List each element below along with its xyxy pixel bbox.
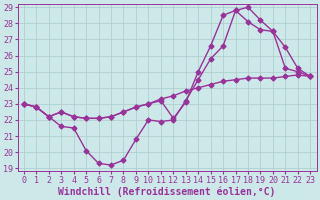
X-axis label: Windchill (Refroidissement éolien,°C): Windchill (Refroidissement éolien,°C) (58, 186, 276, 197)
